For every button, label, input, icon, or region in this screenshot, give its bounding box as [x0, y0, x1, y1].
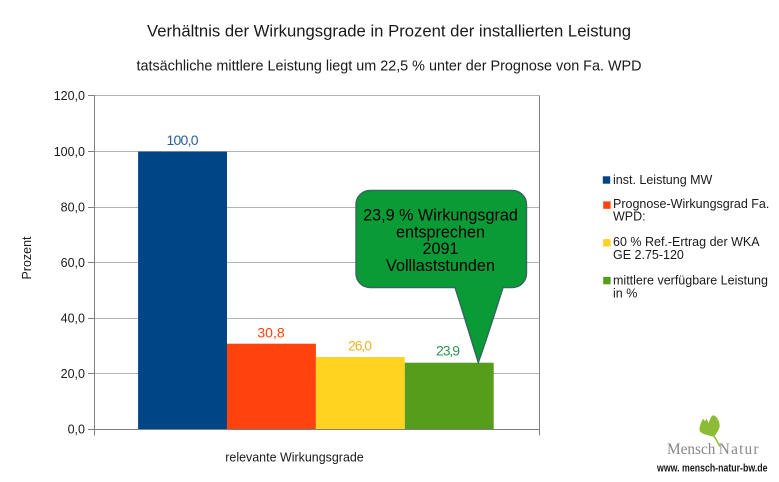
svg-text:60 % Ref.-Ertrag der WKA: 60 % Ref.-Ertrag der WKA	[613, 235, 760, 249]
svg-text:GE 2.75-120: GE 2.75-120	[613, 248, 684, 262]
svg-text:0,0: 0,0	[68, 423, 85, 437]
svg-text:Mensch: Mensch	[667, 441, 716, 458]
svg-text:23,9: 23,9	[436, 343, 460, 359]
svg-text:WPD:: WPD:	[613, 210, 646, 224]
svg-text:relevante Wirkungsgrade: relevante Wirkungsgrade	[225, 450, 364, 465]
svg-text:www. mensch-natur-bw.de: www. mensch-natur-bw.de	[656, 463, 767, 475]
svg-text:2091: 2091	[422, 240, 458, 258]
svg-text:100,0: 100,0	[167, 132, 199, 148]
svg-text:40,0: 40,0	[61, 312, 85, 326]
svg-text:mittlere verfügbare Leistung: mittlere verfügbare Leistung	[613, 273, 768, 287]
svg-text:Prognose-Wirkungsgrad Fa.: Prognose-Wirkungsgrad Fa.	[613, 197, 769, 211]
svg-text:tatsächliche mittlere Leistung: tatsächliche mittlere Leistung liegt um …	[137, 59, 642, 75]
svg-text:Prozent: Prozent	[20, 236, 34, 280]
svg-text:in %: in %	[613, 286, 637, 300]
svg-text:60,0: 60,0	[61, 256, 85, 270]
svg-text:26,0: 26,0	[348, 338, 372, 354]
svg-text:20,0: 20,0	[61, 367, 85, 381]
svg-text:80,0: 80,0	[61, 201, 85, 215]
svg-text:Volllaststunden: Volllaststunden	[386, 257, 495, 275]
svg-text:inst. Leistung MW: inst. Leistung MW	[613, 173, 713, 187]
svg-text:23,9 % Wirkungsgrad: 23,9 % Wirkungsgrad	[363, 207, 518, 225]
svg-text:30,8: 30,8	[257, 325, 284, 341]
svg-text:Natur: Natur	[719, 441, 759, 458]
svg-text:100,0: 100,0	[54, 145, 85, 159]
svg-text:Verhältnis der Wirkungsgrade i: Verhältnis der Wirkungsgrade in Prozent …	[147, 22, 631, 41]
svg-text:entsprechen: entsprechen	[396, 223, 485, 241]
svg-text:120,0: 120,0	[54, 89, 85, 103]
